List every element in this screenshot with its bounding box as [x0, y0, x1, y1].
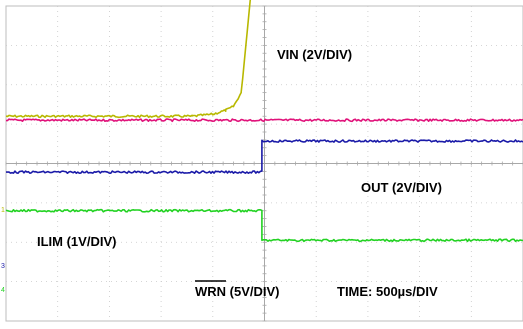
- ch2-marker: 3: [1, 263, 5, 270]
- trace-vin: [5, 0, 252, 119]
- labels: VIN (2V/DIV) OUT (2V/DIV) ILIM (1V/DIV) …: [37, 47, 442, 299]
- graticule: [5, 5, 523, 322]
- vin-label: VIN (2V/DIV): [277, 47, 352, 62]
- trace-out: [6, 118, 523, 123]
- wrn-label-scale: (5V/DIV): [226, 284, 279, 299]
- trace-wrn: [5, 208, 523, 243]
- ch1-marker: 1: [1, 207, 5, 214]
- time-scale-label: TIME: 500µs/DIV: [337, 284, 438, 299]
- wrn-label-name: WRN: [195, 284, 226, 299]
- ch4-marker: 4: [1, 287, 5, 294]
- out-label: OUT (2V/DIV): [361, 180, 442, 195]
- channel-markers: 1 3 4: [1, 207, 5, 294]
- traces: [5, 0, 523, 243]
- ilim-label: ILIM (1V/DIV): [37, 234, 116, 249]
- trace-ilim: [5, 139, 523, 174]
- wrn-label: WRN (5V/DIV): [195, 284, 280, 299]
